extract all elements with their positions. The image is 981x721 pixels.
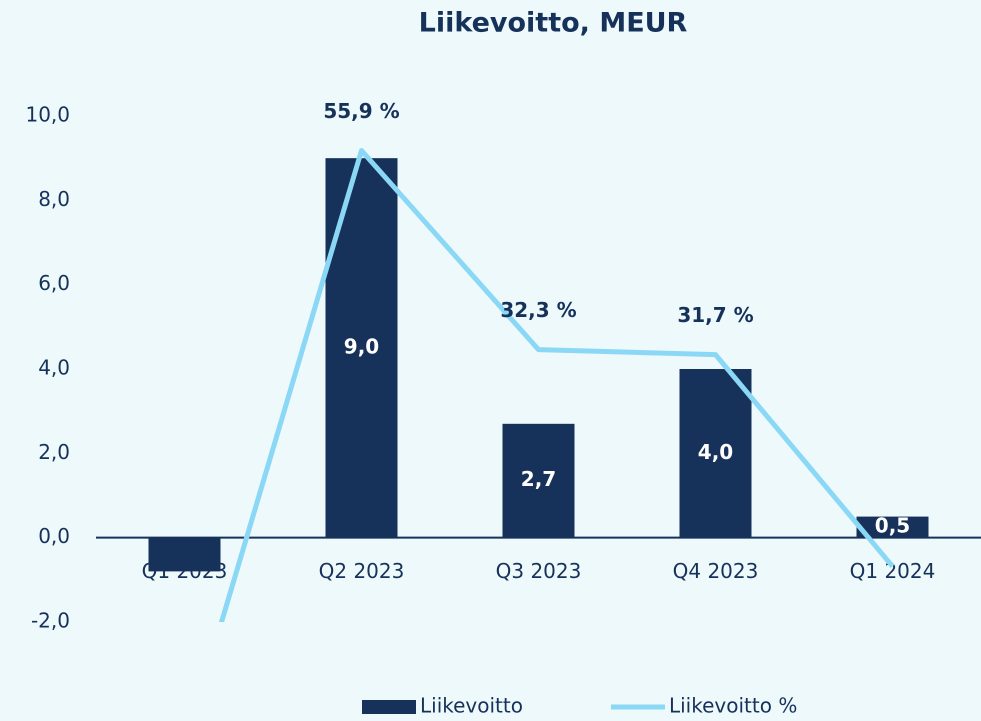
data-label: 2,7: [521, 467, 556, 491]
x-tick-label: Q2 2023: [319, 559, 405, 583]
y-tick-label: 0,0: [38, 524, 70, 548]
line: [218, 148, 895, 622]
line-label: 32,3 %: [500, 298, 576, 322]
line-label: 31,7 %: [677, 303, 753, 327]
legend-label: Liikevoitto: [420, 694, 523, 718]
data-label: 4,0: [698, 440, 733, 464]
legend-swatch: [362, 700, 416, 714]
y-tick-label: 6,0: [38, 271, 70, 295]
legend-label: Liikevoitto %: [669, 694, 797, 718]
data-label: 9,0: [344, 334, 379, 358]
bar: [856, 516, 929, 538]
x-tick-label: Q4 2023: [673, 559, 759, 583]
chart-title: Liikevoitto, MEUR: [419, 8, 688, 39]
y-tick-label: 10,0: [25, 103, 70, 127]
bar: [502, 423, 575, 538]
x-tick-label: Q3 2023: [496, 559, 582, 583]
y-tick-label: 8,0: [38, 187, 70, 211]
line-label: 55,9 %: [323, 99, 399, 123]
line-group: [218, 148, 895, 622]
data-label: 0,5: [875, 514, 910, 538]
bar: [679, 369, 752, 538]
bar: [325, 158, 398, 538]
y-tick-label: -2,0: [31, 609, 70, 633]
y-tick-label: 4,0: [38, 356, 70, 380]
y-tick-label: 2,0: [38, 440, 70, 464]
bar: [148, 537, 221, 572]
